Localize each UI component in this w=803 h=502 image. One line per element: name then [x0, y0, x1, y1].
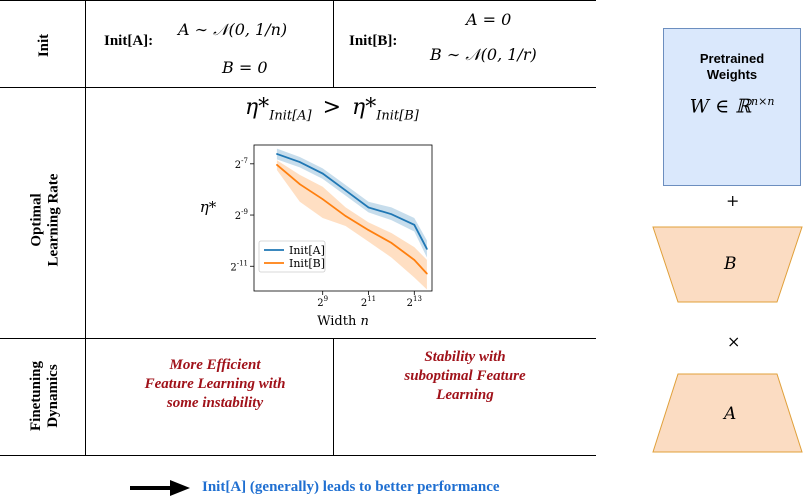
series-band-1	[276, 160, 427, 290]
y-axis-label: η*	[200, 198, 217, 216]
init-a-label: Init[A]:	[104, 33, 154, 49]
series-line-0	[276, 153, 428, 250]
matrix-a-trapezoid	[652, 373, 803, 453]
series-0-point-7	[426, 248, 428, 250]
pretrained-math-sup: n×n	[751, 95, 775, 108]
series-0-point-5	[390, 213, 393, 215]
y-tick-label-0: 2-7	[235, 157, 248, 171]
legend-box	[258, 240, 326, 273]
pretrained-line2: Weights	[706, 67, 758, 82]
pretrained-math: W ∈ ℝn×n	[664, 95, 800, 117]
series-1-point-5	[390, 242, 393, 244]
lr-operator: >	[322, 95, 342, 120]
dynamics-b-line1: Stability with	[424, 349, 506, 365]
table-row2-divider	[0, 338, 596, 339]
x-tick-label-1: 211	[361, 295, 376, 309]
lr-right-symbol: η*	[352, 95, 377, 120]
dynamics-a-line3: some instability	[166, 395, 264, 411]
table-dynamics-middle-divider	[333, 338, 334, 455]
x-tick-label-2: 213	[407, 295, 422, 309]
matrix-b-trapezoid	[652, 226, 803, 303]
init-b-line2: B ∼ 𝒩(0, 1/r)	[430, 45, 537, 64]
series-1-point-4	[367, 229, 370, 231]
init-b-label: Init[B]:	[349, 33, 398, 49]
plus-symbol: +	[726, 191, 740, 210]
init-b-line1: A = 0	[466, 10, 512, 29]
pretrained-weights-box: Pretrained Weights W ∈ ℝn×n	[663, 28, 801, 186]
dynamics-b-line2: suboptimal Feature	[404, 368, 526, 384]
series-line-1	[276, 164, 428, 275]
table-bottom-border	[0, 455, 596, 456]
init-a-line1: A ∼ 𝒩(0, 1/n)	[178, 20, 288, 39]
y-tick-label-1: 2-9	[235, 208, 248, 222]
pretrained-line1: Pretrained	[699, 51, 765, 66]
series-1-point-7	[426, 272, 428, 275]
series-0-point-6	[413, 223, 416, 226]
times-symbol: ×	[727, 332, 741, 351]
series-0-point-0	[276, 153, 278, 155]
pretrained-title: Pretrained Weights	[664, 51, 800, 83]
legend-label-0: Init[A]	[289, 244, 325, 257]
matrix-a-label: A	[724, 404, 737, 424]
lr-left-subscript: Init[A]	[269, 108, 312, 124]
y-tick-label-2: 2-11	[230, 259, 248, 273]
x-axis-label: Width n	[317, 314, 369, 329]
lr-comparison: η*Init[A] > η*Init[B]	[245, 95, 419, 123]
series-0-point-3	[344, 189, 347, 192]
series-0-point-2	[321, 172, 324, 175]
lr-left-symbol: η*	[245, 95, 270, 120]
dynamics-init-b: Stability with suboptimal Feature Learni…	[360, 348, 570, 405]
series-0-point-4	[367, 206, 370, 209]
init-a-line2: B = 0	[222, 58, 268, 77]
series-0-point-1	[298, 161, 301, 163]
dynamics-a-line1: More Efficient	[169, 357, 261, 373]
table-header-column-divider	[85, 0, 86, 455]
dynamics-a-line2: Feature Learning with	[144, 376, 286, 392]
dynamics-b-line3: Learning	[436, 387, 494, 403]
table-init-middle-divider	[333, 0, 334, 87]
series-1-point-6	[413, 259, 416, 261]
matrix-b-label: B	[724, 254, 737, 274]
dynamics-init-a: More Efficient Feature Learning with som…	[110, 356, 320, 413]
legend-label-1: Init[B]	[289, 257, 325, 270]
arrow-right-icon	[130, 480, 190, 496]
table-top-border	[0, 0, 596, 1]
series-1-point-3	[344, 215, 347, 217]
x-tick-label-0: 29	[317, 295, 328, 309]
footer-conclusion: Init[A] (generally) leads to better perf…	[202, 479, 500, 495]
pretrained-math-base: W ∈ ℝ	[689, 95, 752, 118]
series-1-point-2	[321, 198, 324, 200]
lr-right-subscript: Init[B]	[376, 108, 419, 124]
series-1-point-0	[276, 164, 278, 166]
table-row1-divider	[0, 87, 596, 88]
series-1-point-1	[298, 183, 301, 185]
chart-frame	[253, 144, 433, 292]
